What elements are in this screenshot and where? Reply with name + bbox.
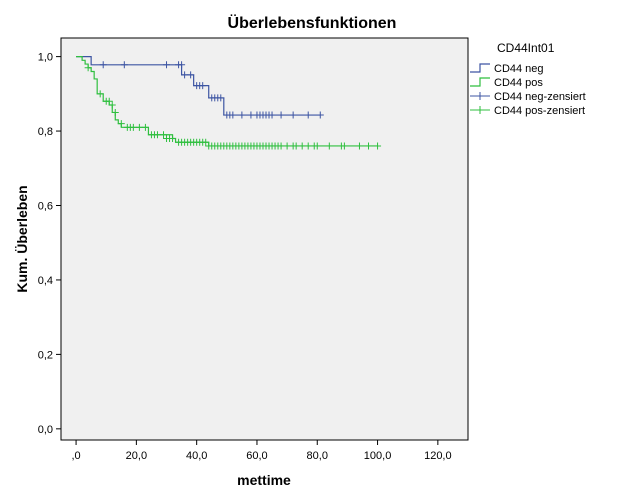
censor-mark xyxy=(313,142,321,150)
censor-mark xyxy=(298,142,306,150)
legend-label: CD44 neg-zensiert xyxy=(494,91,586,103)
legend-label: CD44 neg xyxy=(494,63,544,75)
legend-line-swatch xyxy=(470,77,490,87)
axis-ticks: ,0 20,0 40,0 60,0 80,0 100,0 120,0 0,0 0,2 0,4 0,6… xyxy=(38,52,452,462)
legend-label: CD44 pos-zensiert xyxy=(494,105,585,117)
legend-censor-swatch xyxy=(470,92,490,100)
y-tick-label: 0,6 xyxy=(38,201,53,213)
censor-mark xyxy=(178,61,186,69)
censor-mark xyxy=(105,97,113,105)
legend-censor-swatch xyxy=(470,106,490,114)
series-layer xyxy=(76,56,382,150)
series-line-cd44-neg xyxy=(76,56,321,116)
censor-mark xyxy=(117,120,125,128)
y-tick-label: 1,0 xyxy=(38,52,53,64)
censor-mark xyxy=(325,142,333,150)
x-tick-label: 100,0 xyxy=(364,450,392,462)
censor-mark xyxy=(229,111,237,119)
censor-mark xyxy=(108,101,116,109)
y-tick-label: 0,2 xyxy=(38,349,53,361)
chart-title: Überlebensfunktionen xyxy=(228,13,397,32)
censor-mark xyxy=(268,111,276,119)
censor-mark xyxy=(316,111,324,119)
censor-mark xyxy=(135,123,143,131)
y-axis-title: Kum. Überleben xyxy=(14,185,30,292)
censor-mark xyxy=(365,142,373,150)
x-tick-label: ,0 xyxy=(71,450,80,462)
censor-mark xyxy=(187,71,195,79)
censor-mark xyxy=(247,111,255,119)
censor-mark xyxy=(277,142,285,150)
censor-mark xyxy=(199,82,207,90)
censor-mark xyxy=(355,142,363,150)
x-tick-label: 20,0 xyxy=(126,450,147,462)
censor-mark xyxy=(84,64,92,72)
plot-area xyxy=(60,37,469,441)
censor-mark xyxy=(169,135,177,142)
censor-mark xyxy=(96,90,104,98)
x-tick-label: 80,0 xyxy=(307,450,328,462)
censor-mark xyxy=(99,61,107,69)
censor-mark xyxy=(202,138,210,146)
censor-mark xyxy=(120,61,128,69)
censor-mark xyxy=(129,123,137,131)
x-axis-title: mettime xyxy=(237,472,291,488)
censor-mark xyxy=(238,111,246,119)
censor-mark xyxy=(163,61,171,69)
censor-mark xyxy=(181,71,189,79)
legend-line-swatch xyxy=(470,63,490,73)
censor-mark xyxy=(292,142,300,150)
censor-mark xyxy=(304,111,312,119)
legend-title: CD44Int01 xyxy=(497,41,555,55)
x-tick-label: 120,0 xyxy=(424,450,452,462)
censor-mark xyxy=(141,123,149,131)
censor-mark xyxy=(304,142,312,150)
censor-mark xyxy=(217,94,225,102)
censor-mark xyxy=(283,142,291,150)
y-tick-label: 0,0 xyxy=(38,424,53,436)
censor-mark xyxy=(277,111,285,119)
censor-mark xyxy=(289,111,297,119)
y-tick-label: 0,4 xyxy=(38,275,53,287)
x-tick-label: 60,0 xyxy=(246,450,267,462)
x-tick-label: 40,0 xyxy=(186,450,207,462)
legend-label: CD44 pos xyxy=(494,77,543,89)
censor-mark xyxy=(160,131,168,139)
legend: CD44Int01 CD44 neg CD44 pos CD44 neg-zensi… xyxy=(470,41,586,117)
y-tick-label: 0,8 xyxy=(38,126,53,138)
censor-mark xyxy=(374,142,382,150)
censor-mark xyxy=(111,108,119,116)
censor-mark xyxy=(340,142,348,150)
censor-mark xyxy=(153,131,161,139)
